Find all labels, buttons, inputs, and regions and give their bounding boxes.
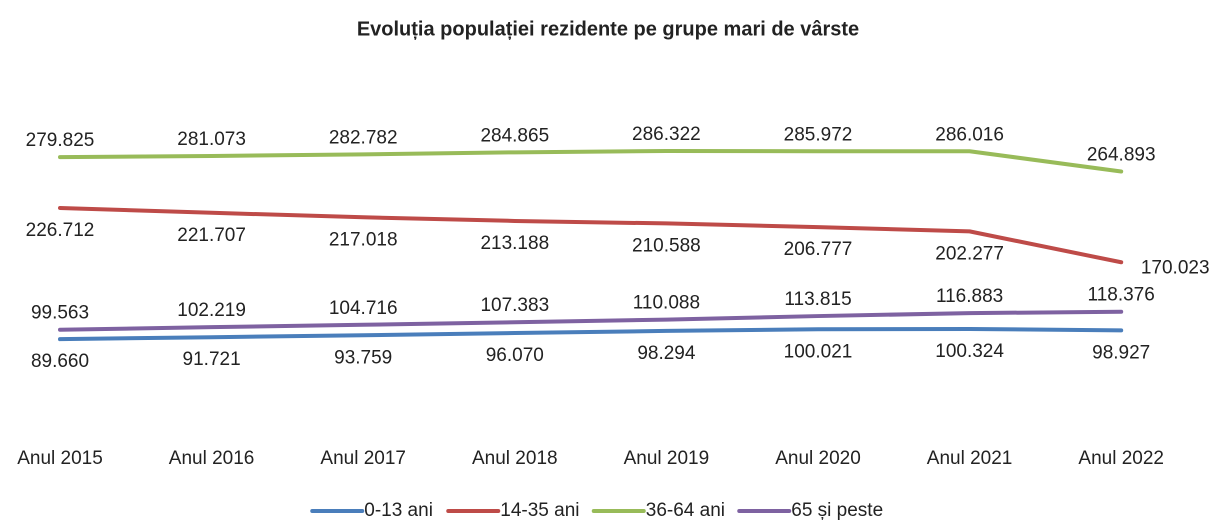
data-label: 281.073 <box>177 129 246 150</box>
data-label: 118.376 <box>1088 285 1155 306</box>
data-label: 113.815 <box>784 289 851 310</box>
data-label: 202.277 <box>935 243 1004 264</box>
x-tick-label: Anul 2019 <box>624 448 710 469</box>
x-tick-label: Anul 2015 <box>17 448 103 469</box>
legend-label: 0-13 ani <box>364 500 433 521</box>
legend-label: 65 și peste <box>791 500 883 521</box>
x-tick-label: Anul 2016 <box>169 448 255 469</box>
series-line <box>60 329 1121 339</box>
data-label: 285.972 <box>784 124 853 145</box>
data-label: 100.324 <box>935 341 1004 362</box>
x-tick-label: Anul 2017 <box>320 448 406 469</box>
x-tick-label: Anul 2021 <box>927 448 1013 469</box>
data-label: 210.588 <box>632 235 701 256</box>
data-label: 102.219 <box>177 300 246 321</box>
data-label: 116.883 <box>936 286 1003 307</box>
x-tick-label: Anul 2018 <box>472 448 558 469</box>
data-label: 279.825 <box>26 130 95 151</box>
legend-label: 14-35 ani <box>500 500 579 521</box>
data-label: 98.294 <box>637 343 696 364</box>
legend-label: 36-64 ani <box>646 500 725 521</box>
data-label: 110.088 <box>633 293 700 314</box>
data-label: 284.865 <box>480 125 549 146</box>
data-label: 104.716 <box>329 298 398 319</box>
x-tick-label: Anul 2020 <box>775 448 861 469</box>
data-label: 221.707 <box>177 225 246 246</box>
chart-title: Evoluția populației rezidente pe grupe m… <box>357 18 859 40</box>
data-label: 99.563 <box>31 303 89 324</box>
data-label: 286.322 <box>632 124 701 145</box>
data-label: 213.188 <box>480 233 549 254</box>
data-label: 282.782 <box>329 127 398 148</box>
data-label: 93.759 <box>334 347 392 368</box>
data-label: 96.070 <box>486 345 544 366</box>
data-label: 89.660 <box>31 351 89 372</box>
data-label: 91.721 <box>183 349 241 370</box>
data-label: 98.927 <box>1092 342 1150 363</box>
chart: Evoluția populației rezidente pe grupe m… <box>0 0 1217 523</box>
data-label: 206.777 <box>784 239 853 260</box>
data-label: 264.893 <box>1087 144 1156 165</box>
data-label: 107.383 <box>480 295 549 316</box>
data-label: 100.021 <box>784 341 853 362</box>
data-label: 226.712 <box>26 220 95 241</box>
data-label: 170.023 <box>1141 257 1210 278</box>
series-line <box>60 151 1121 172</box>
data-label: 286.016 <box>935 124 1004 145</box>
data-label: 217.018 <box>329 229 398 250</box>
x-tick-label: Anul 2022 <box>1078 448 1164 469</box>
